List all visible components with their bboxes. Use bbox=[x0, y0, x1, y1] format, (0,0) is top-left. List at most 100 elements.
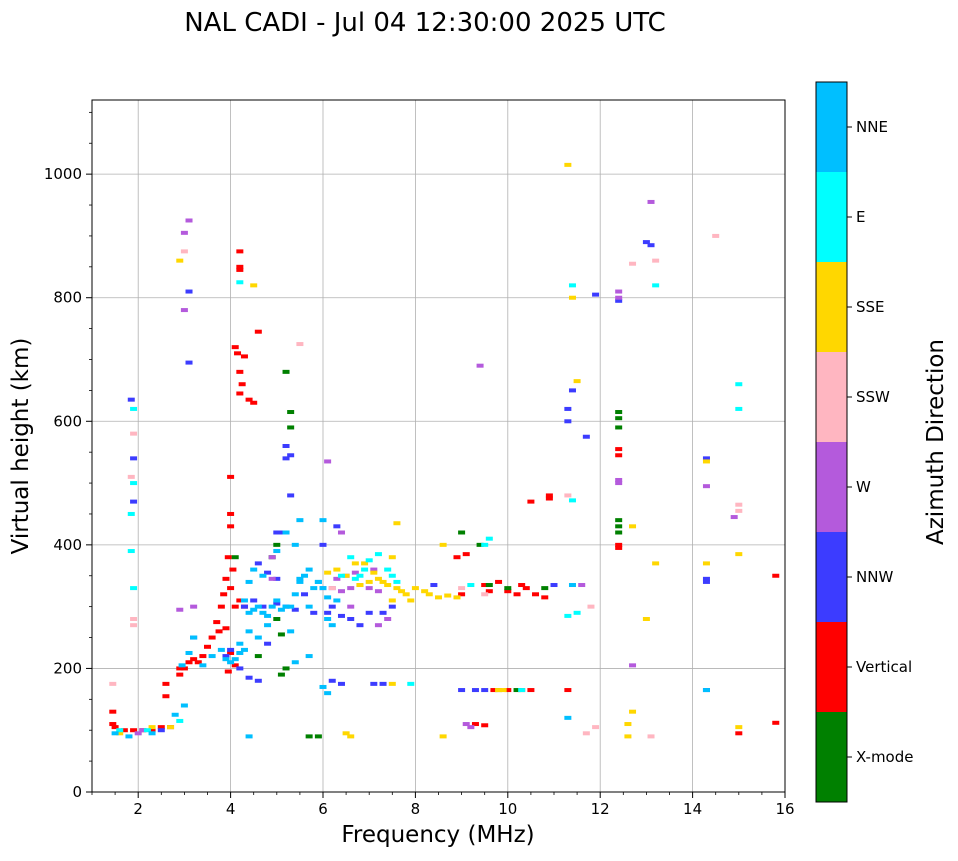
data-point-sse bbox=[421, 589, 429, 594]
data-point-vertical bbox=[222, 626, 230, 631]
data-point-nnw bbox=[227, 647, 235, 652]
data-point-vertical bbox=[204, 644, 211, 649]
data-point-w bbox=[370, 567, 378, 572]
data-point-nnw bbox=[370, 681, 378, 686]
data-point-vertical bbox=[615, 453, 623, 458]
data-point-ssw bbox=[652, 258, 660, 263]
data-point-nne bbox=[333, 598, 341, 603]
data-point-e bbox=[130, 481, 138, 486]
data-point-e bbox=[143, 728, 151, 733]
data-point-nne bbox=[282, 530, 290, 535]
data-point-nnw bbox=[564, 406, 572, 411]
data-point-x-mode bbox=[615, 416, 623, 421]
data-point-nne bbox=[291, 592, 299, 597]
data-point-vertical bbox=[185, 660, 193, 665]
data-point-vertical bbox=[231, 345, 239, 350]
data-point-nnw bbox=[592, 292, 600, 297]
data-point-nnw bbox=[273, 601, 281, 606]
data-point-w bbox=[347, 604, 355, 609]
data-point-w bbox=[180, 230, 188, 235]
data-point-w bbox=[365, 586, 373, 591]
data-point-sse bbox=[342, 731, 350, 736]
data-point-nnw bbox=[185, 289, 193, 294]
data-point-sse bbox=[351, 561, 359, 566]
data-point-vertical bbox=[180, 666, 188, 671]
data-point-x-mode bbox=[504, 586, 512, 591]
data-point-nnw bbox=[157, 728, 165, 733]
data-point-nnw bbox=[647, 243, 655, 248]
data-point-ssw bbox=[109, 681, 117, 686]
data-point-w bbox=[337, 530, 345, 535]
data-point-sse bbox=[435, 595, 442, 600]
data-point-w bbox=[615, 289, 623, 294]
y-tick-label: 800 bbox=[53, 289, 82, 307]
data-point-w bbox=[615, 481, 623, 486]
data-point-e bbox=[384, 567, 392, 572]
data-point-nnw bbox=[130, 456, 138, 461]
data-point-vertical bbox=[120, 728, 128, 733]
data-point-w bbox=[180, 308, 188, 313]
data-point-x-mode bbox=[287, 410, 295, 415]
data-point-ssw bbox=[130, 617, 138, 621]
grid-layer bbox=[92, 100, 785, 792]
data-point-nnw bbox=[287, 453, 295, 458]
data-point-nnw bbox=[273, 576, 281, 581]
data-point-vertical bbox=[109, 722, 117, 727]
x-tick-label: 10 bbox=[498, 800, 517, 818]
data-point-nne bbox=[314, 579, 322, 584]
data-point-w bbox=[333, 576, 341, 581]
data-point-vertical bbox=[111, 725, 119, 730]
data-point-vertical bbox=[236, 598, 244, 603]
data-point-vertical bbox=[471, 722, 479, 727]
data-point-nnw bbox=[615, 298, 623, 303]
data-point-vertical bbox=[229, 567, 237, 572]
data-point-nne bbox=[245, 629, 253, 634]
data-point-sse bbox=[333, 567, 341, 572]
data-point-ssw bbox=[296, 342, 304, 347]
colorbar-tick-label: NNW bbox=[856, 568, 893, 586]
data-point-vertical bbox=[236, 369, 244, 374]
data-point-sse bbox=[167, 725, 175, 730]
data-point-e bbox=[568, 498, 576, 503]
data-point-x-mode bbox=[254, 654, 262, 659]
data-point-nnw bbox=[328, 604, 336, 609]
data-point-vertical bbox=[220, 592, 228, 597]
data-point-sse bbox=[388, 681, 396, 686]
data-point-nnw bbox=[356, 623, 364, 628]
data-point-nnw bbox=[379, 681, 387, 686]
x-tick-label: 8 bbox=[411, 800, 421, 818]
data-point-e bbox=[481, 542, 489, 547]
data-point-e bbox=[573, 610, 581, 615]
data-point-e bbox=[374, 552, 382, 557]
data-point-nne bbox=[240, 647, 248, 652]
data-point-x-mode bbox=[513, 688, 521, 693]
data-point-vertical bbox=[222, 576, 230, 581]
data-point-nne bbox=[250, 607, 258, 612]
data-point-e bbox=[356, 573, 364, 578]
data-point-nnw bbox=[388, 604, 396, 609]
data-point-w bbox=[176, 607, 184, 612]
data-point-w bbox=[268, 555, 276, 560]
data-point-vertical bbox=[615, 542, 623, 547]
data-point-nnw bbox=[550, 583, 558, 588]
data-point-nne bbox=[273, 549, 281, 554]
data-point-x-mode bbox=[282, 666, 290, 671]
data-point-e bbox=[130, 586, 138, 591]
data-point-sse bbox=[444, 593, 452, 598]
data-point-nne bbox=[178, 663, 186, 668]
colorbar-tick-label: Vertical bbox=[856, 658, 912, 676]
data-point-nne bbox=[231, 657, 239, 662]
data-point-nnw bbox=[310, 610, 318, 615]
data-point-vertical bbox=[254, 329, 262, 334]
data-point-vertical bbox=[208, 635, 216, 640]
data-point-vertical bbox=[504, 589, 512, 594]
data-point-nne bbox=[310, 586, 318, 591]
data-point-e bbox=[351, 576, 359, 581]
data-point-nnw bbox=[642, 240, 650, 245]
data-point-w bbox=[462, 722, 470, 727]
data-point-nne bbox=[319, 586, 327, 591]
data-point-x-mode bbox=[615, 530, 623, 535]
data-point-vertical bbox=[234, 351, 242, 356]
data-point-sse bbox=[624, 734, 632, 739]
data-point-w bbox=[578, 583, 586, 588]
